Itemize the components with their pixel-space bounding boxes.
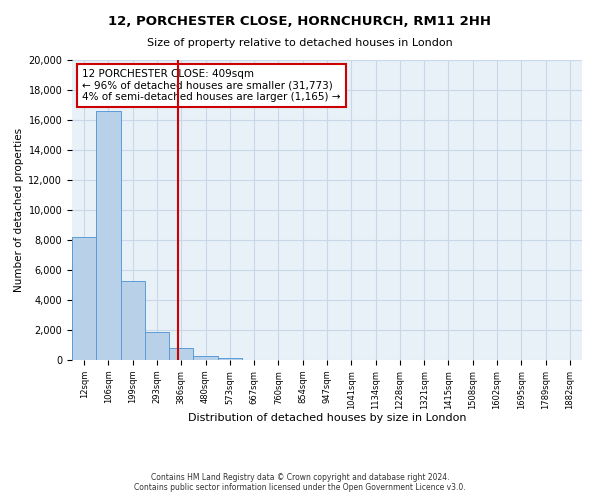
Bar [72, 237, 96, 360]
Bar [193, 356, 218, 360]
Bar [145, 332, 169, 360]
Text: 12, PORCHESTER CLOSE, HORNCHURCH, RM11 2HH: 12, PORCHESTER CLOSE, HORNCHURCH, RM11 2… [109, 15, 491, 28]
Text: Size of property relative to detached houses in London: Size of property relative to detached ho… [147, 38, 453, 48]
X-axis label: Distribution of detached houses by size in London: Distribution of detached houses by size … [188, 413, 466, 423]
Bar [169, 348, 193, 360]
Y-axis label: Number of detached properties: Number of detached properties [14, 128, 24, 292]
Bar [96, 111, 121, 360]
Text: Contains HM Land Registry data © Crown copyright and database right 2024.
Contai: Contains HM Land Registry data © Crown c… [134, 473, 466, 492]
Bar [121, 280, 145, 360]
Text: 12 PORCHESTER CLOSE: 409sqm
← 96% of detached houses are smaller (31,773)
4% of : 12 PORCHESTER CLOSE: 409sqm ← 96% of det… [82, 69, 341, 102]
Bar [218, 358, 242, 360]
